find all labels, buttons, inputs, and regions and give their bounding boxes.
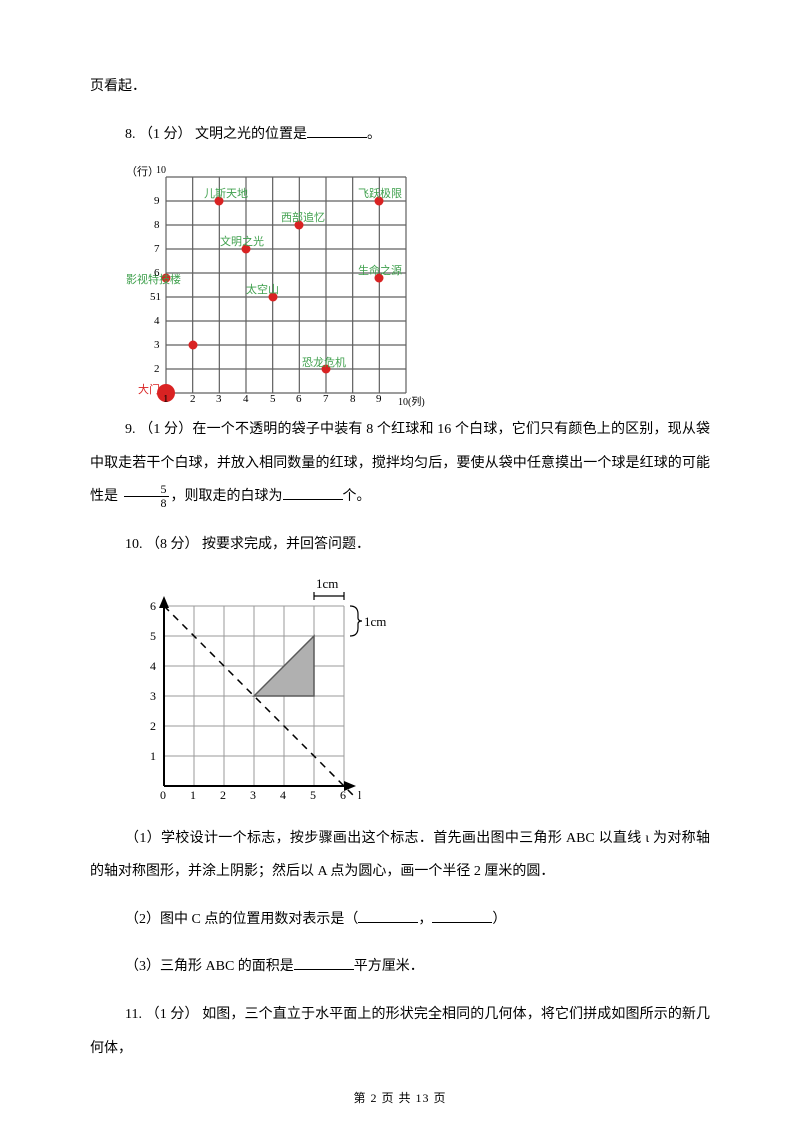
footer-prefix: 第 [353,1091,370,1105]
q10-x6: 6 [340,788,346,803]
q10-figure: 1cm 1cm 6 5 4 3 2 1 0 1 2 3 4 5 6 l [126,576,390,806]
footer-mid: 页 共 [377,1091,415,1105]
footer-total: 13 [416,1091,430,1105]
q9-points: （1 分） [139,422,192,437]
q10-y2: 2 [150,719,156,734]
q10-sub2-blank1[interactable] [358,909,418,923]
q10-x3: 3 [250,788,256,803]
q10-points: （8 分） [146,537,199,552]
q8-x1: 1 [163,393,169,405]
q10-y6: 6 [150,599,156,614]
q10-text: 10. （8 分） 按要求完成，并回答问题． [90,528,710,562]
q8-x5: 5 [270,393,276,405]
footer-suffix: 页 [430,1091,447,1105]
q9-frac-num: 5 [124,483,169,497]
page-footer: 第 2 页 共 13 页 [0,1089,800,1106]
q8-points: （1 分） [139,127,192,142]
q10-x5: 5 [310,788,316,803]
q10-x0: 0 [160,788,166,803]
q8-x7: 7 [323,393,329,405]
q10-sub3-a: （3）三角形 ABC 的面积是 [125,959,294,974]
q10-sub2-blank2[interactable] [432,909,492,923]
q8-x3: 3 [216,393,222,405]
q9-fraction: 58 [124,483,169,509]
lbl-shengming: 生命之源 [358,262,402,278]
lbl-wenming: 文明之光 [220,233,264,249]
q8-y4: 4 [154,315,160,327]
q10-sub3-b: 平方厘米． [354,959,424,974]
q10-sub2: （2）图中 C 点的位置用数对表示是（ ， ） [90,903,710,937]
q10-sub3-blank[interactable] [294,956,354,970]
q10-y5: 5 [150,629,156,644]
lbl-konglong: 恐龙危机 [302,354,346,370]
lbl-ertong: 儿斯天地 [204,185,248,201]
q9-text: 9. （1 分）在一个不透明的袋子中装有 8 个红球和 16 个白球，它们只有颜… [90,413,710,514]
q8-y7: 7 [154,243,160,255]
q10-y4: 4 [150,659,156,674]
q8-y-title: （行） [126,163,159,179]
q10-sub2-c: ） [492,912,506,927]
q10-sub2-b: ， [418,912,432,927]
q8-y-top: 10 [156,165,166,176]
q10-sub3: （3）三角形 ABC 的面积是 平方厘米． [90,950,710,984]
q10-y3: 3 [150,689,156,704]
q8-x2: 2 [190,393,196,405]
q8-text: 8. （1 分） 文明之光的位置是 。 [90,118,710,152]
q10-l-label: l [358,788,361,803]
q10-stem: 按要求完成，并回答问题． [202,537,370,552]
q8-x6: 6 [296,393,302,405]
q8-y5: 51 [150,291,161,303]
q8-y3: 3 [154,339,160,351]
lbl-feiyue: 飞跃极限 [358,185,402,201]
lbl-taikong: 太空山 [246,281,279,297]
q8-number: 8. [125,127,136,142]
q8-x9: 9 [376,393,382,405]
q9-number: 9. [125,422,136,437]
q8-y9: 9 [154,195,160,207]
lbl-damen: 大门 [138,381,160,397]
q11-points: （1 分） [146,1007,199,1022]
q10-cm-right: 1cm [364,614,386,630]
q8-x-title: 10(列) [398,393,425,408]
q8-figure: 儿斯天地 飞跃极限 西部追忆 文明之光 影视特技楼 太空山 生命之源 恐龙危机 … [126,165,710,401]
q10-x1: 1 [190,788,196,803]
q8-y6: 6 [154,267,160,279]
q8-blank[interactable] [307,124,367,138]
q9-stem-b: ，则取走的白球为 [171,489,283,504]
q9-stem-c: 个。 [343,489,371,504]
q10-x2: 2 [220,788,226,803]
q8-stem-b: 。 [367,127,381,142]
q9-frac-den: 8 [124,497,169,510]
q10-svg [126,576,390,806]
q8-x8: 8 [350,393,356,405]
q10-y1: 1 [150,749,156,764]
continued-line: 页看起． [90,70,710,104]
q10-cm-top: 1cm [316,576,338,592]
q8-y8: 8 [154,219,160,231]
q11-text: 11. （1 分） 如图，三个直立于水平面上的形状完全相同的几何体，将它们拼成如… [90,998,710,1065]
dot-jinshi [189,341,198,350]
lbl-xibu: 西部追忆 [281,209,325,225]
q10-number: 10. [125,537,143,552]
q8-x4: 4 [243,393,249,405]
q10-sub2-a: （2）图中 C 点的位置用数对表示是（ [125,912,358,927]
q10-sub1: （1）学校设计一个标志，按步骤画出这个标志．首先画出图中三角形 ABC 以直线 … [90,822,710,889]
q9-blank[interactable] [283,486,343,500]
q8-stem-a: 文明之光的位置是 [195,127,307,142]
q11-number: 11. [125,1007,142,1022]
q8-y2: 2 [154,363,160,375]
q10-x4: 4 [280,788,286,803]
